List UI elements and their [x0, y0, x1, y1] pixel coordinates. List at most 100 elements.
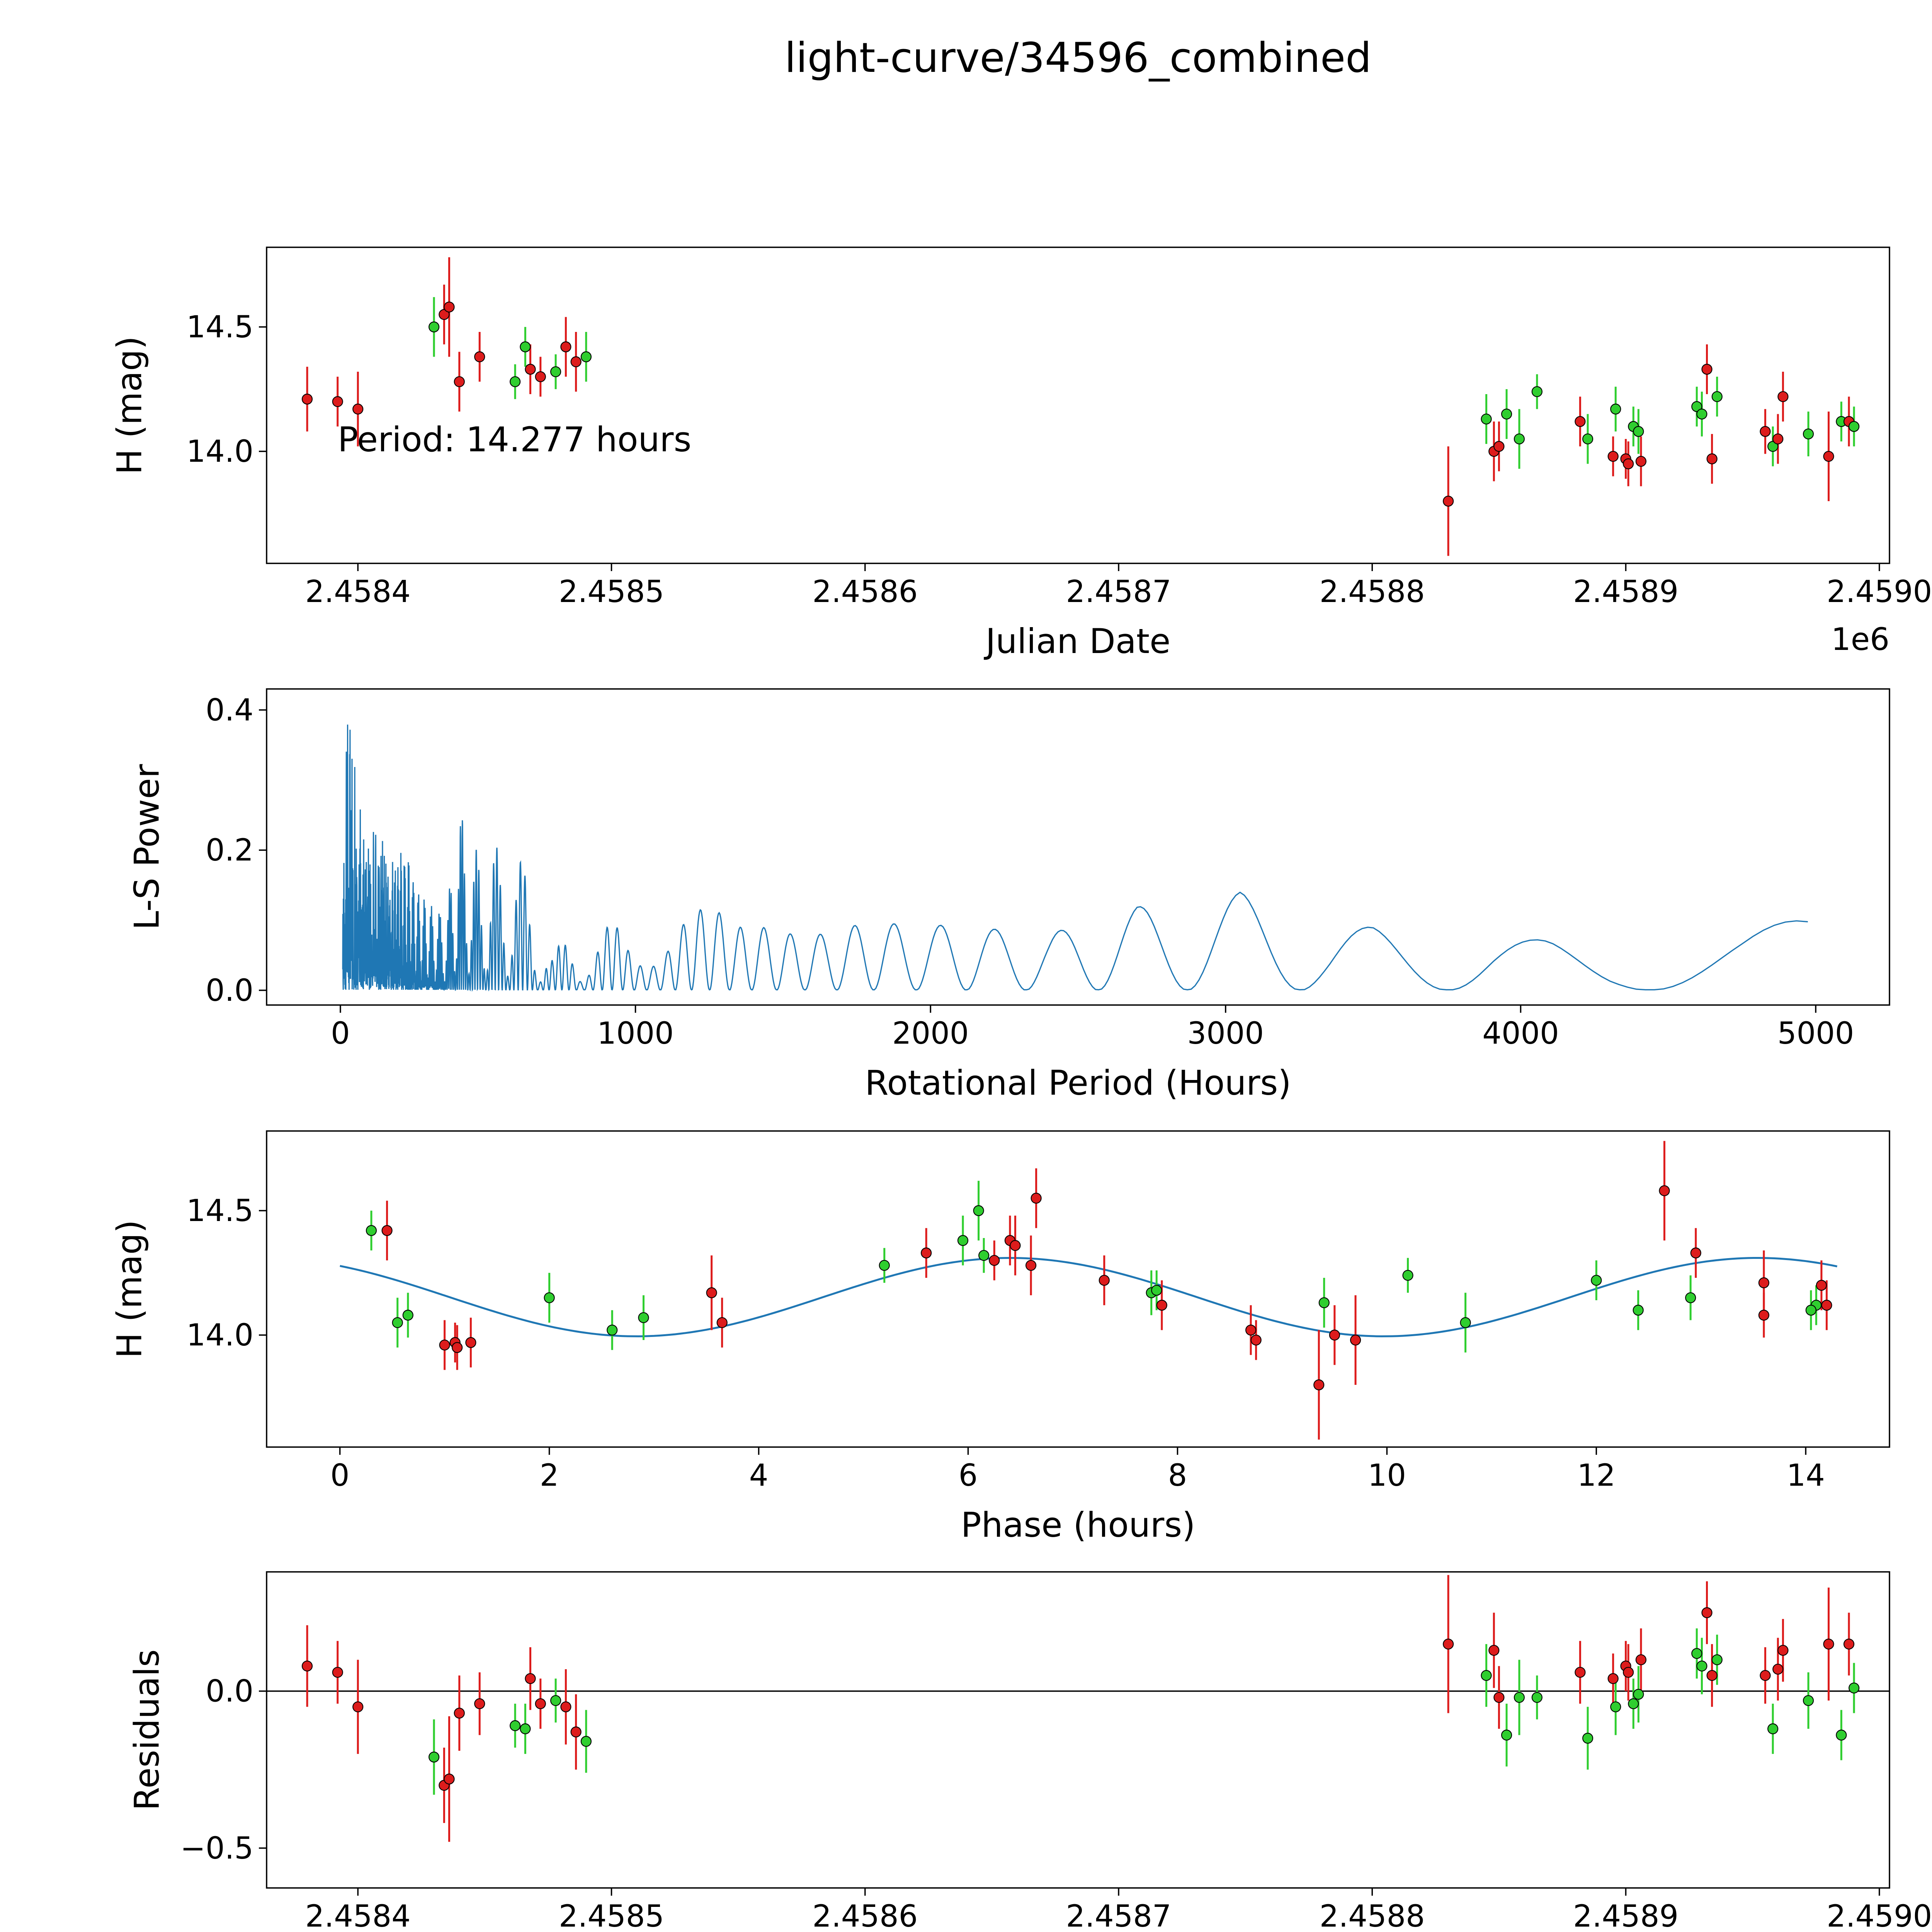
green-data-point: [1633, 426, 1644, 437]
panel-periodogram: 0 1000 2000 3000 4000 5000 0.0 0.2 0.4: [206, 688, 1890, 1051]
green-data-point: [1531, 386, 1543, 397]
green-data-point: [580, 351, 592, 362]
x-tick-label: 5000: [1777, 1016, 1854, 1051]
x-tick-label: 2.4585: [559, 1899, 664, 1932]
x-tick-label: 0: [330, 1458, 350, 1493]
green-data-point: [1767, 1723, 1779, 1735]
green-data-point: [1691, 1648, 1702, 1659]
y-tick-label: 0.4: [206, 693, 253, 728]
panel1-x-axis-label: Julian Date: [985, 621, 1171, 661]
green-data-point: [1711, 1654, 1723, 1665]
red-data-point: [452, 1342, 463, 1353]
green-data-point: [1691, 401, 1702, 412]
green-data-point: [1633, 1689, 1644, 1700]
x-tick-label: 1000: [597, 1016, 674, 1051]
red-data-point: [1443, 1638, 1454, 1650]
red-data-point: [1350, 1334, 1361, 1346]
y-tick-label: 14.0: [186, 1318, 253, 1353]
red-data-point: [444, 301, 455, 313]
green-data-point: [879, 1260, 890, 1271]
red-data-point: [535, 1698, 546, 1709]
red-data-point: [465, 1337, 476, 1348]
red-data-point: [1493, 1692, 1505, 1703]
green-data-point: [1849, 421, 1860, 432]
red-data-point: [1025, 1260, 1037, 1271]
red-data-point: [1010, 1240, 1021, 1251]
green-data-point: [1803, 428, 1814, 440]
green-data-point: [429, 1752, 440, 1763]
green-data-point: [510, 1720, 521, 1731]
panel-phase_folded: 0 2 4 6 8 10 12 14 14.0 14.5: [186, 1130, 1890, 1493]
x-tick-label: 2.4586: [812, 1899, 918, 1932]
green-data-point: [1696, 1660, 1708, 1672]
green-data-point: [510, 376, 521, 387]
red-data-point: [1843, 1638, 1855, 1650]
red-data-point: [1607, 1673, 1619, 1684]
green-data-point: [402, 1310, 413, 1321]
period-annotation: Period: 14.277 hours: [338, 420, 692, 459]
green-data-point: [1151, 1285, 1162, 1296]
red-data-point: [1250, 1334, 1262, 1346]
red-data-point: [1823, 451, 1834, 462]
green-data-point: [1318, 1297, 1330, 1308]
green-data-point: [544, 1292, 555, 1303]
red-data-point: [454, 376, 465, 387]
red-data-point: [474, 351, 485, 362]
x-tick-label: 2.4587: [1066, 1899, 1172, 1932]
green-data-point: [1696, 408, 1708, 420]
red-data-point: [1313, 1379, 1325, 1391]
red-data-point: [1760, 1670, 1771, 1681]
red-data-point: [1156, 1299, 1167, 1311]
green-data-point: [520, 1723, 531, 1735]
green-data-point: [1767, 441, 1779, 452]
y-tick-label: 0.0: [206, 973, 253, 1008]
red-data-point: [1772, 433, 1784, 445]
green-data-point: [978, 1250, 990, 1261]
red-data-point: [1758, 1310, 1769, 1321]
x-tick-label: 2.4584: [305, 1899, 411, 1932]
red-data-point: [1690, 1247, 1701, 1259]
red-data-point: [1575, 1667, 1586, 1678]
red-data-point: [301, 1660, 313, 1672]
red-data-point: [716, 1317, 728, 1328]
red-data-point: [989, 1255, 1000, 1266]
green-data-point: [957, 1235, 969, 1246]
x-tick-label: 2.4590: [1827, 575, 1932, 609]
axes-frame: [266, 688, 1890, 1006]
green-data-point: [1836, 1730, 1847, 1741]
red-data-point: [1443, 495, 1454, 507]
red-data-point: [381, 1225, 393, 1236]
green-data-point: [1610, 403, 1621, 415]
panel1-x-offset-label: 1e6: [1831, 621, 1889, 657]
red-data-point: [1706, 453, 1718, 464]
red-data-point: [301, 393, 313, 405]
green-data-point: [550, 1695, 561, 1706]
red-data-point: [1622, 1667, 1634, 1678]
fit-curve: [340, 1257, 1837, 1337]
red-data-point: [570, 356, 582, 367]
red-data-point: [1099, 1275, 1110, 1286]
red-data-point: [525, 1673, 536, 1684]
red-data-point: [1706, 1670, 1718, 1681]
red-data-point: [352, 403, 364, 415]
red-data-point: [1635, 1654, 1646, 1665]
red-data-point: [1607, 451, 1619, 462]
x-tick-label: 2.4590: [1827, 1899, 1932, 1932]
x-tick-label: 2.4589: [1573, 575, 1679, 609]
panel-lightcurve: 2.4584 2.4585 2.4586 2.4587 2.4588 2.4589 2.45…: [186, 247, 1932, 609]
y-tick-label: 0.0: [206, 1674, 253, 1709]
x-tick-label: 2000: [892, 1016, 969, 1051]
x-tick-label: 0: [331, 1016, 350, 1051]
red-data-point: [560, 341, 571, 352]
red-data-point: [1777, 391, 1789, 402]
red-data-point: [1758, 1277, 1769, 1288]
x-tick-label: 2.4586: [812, 575, 918, 609]
red-data-point: [1816, 1280, 1827, 1291]
x-tick-label: 2: [540, 1458, 559, 1493]
x-tick-label: 4: [749, 1458, 769, 1493]
red-data-point: [1659, 1185, 1670, 1196]
red-data-point: [1772, 1663, 1784, 1675]
green-data-point: [366, 1225, 377, 1236]
green-data-point: [392, 1317, 403, 1328]
